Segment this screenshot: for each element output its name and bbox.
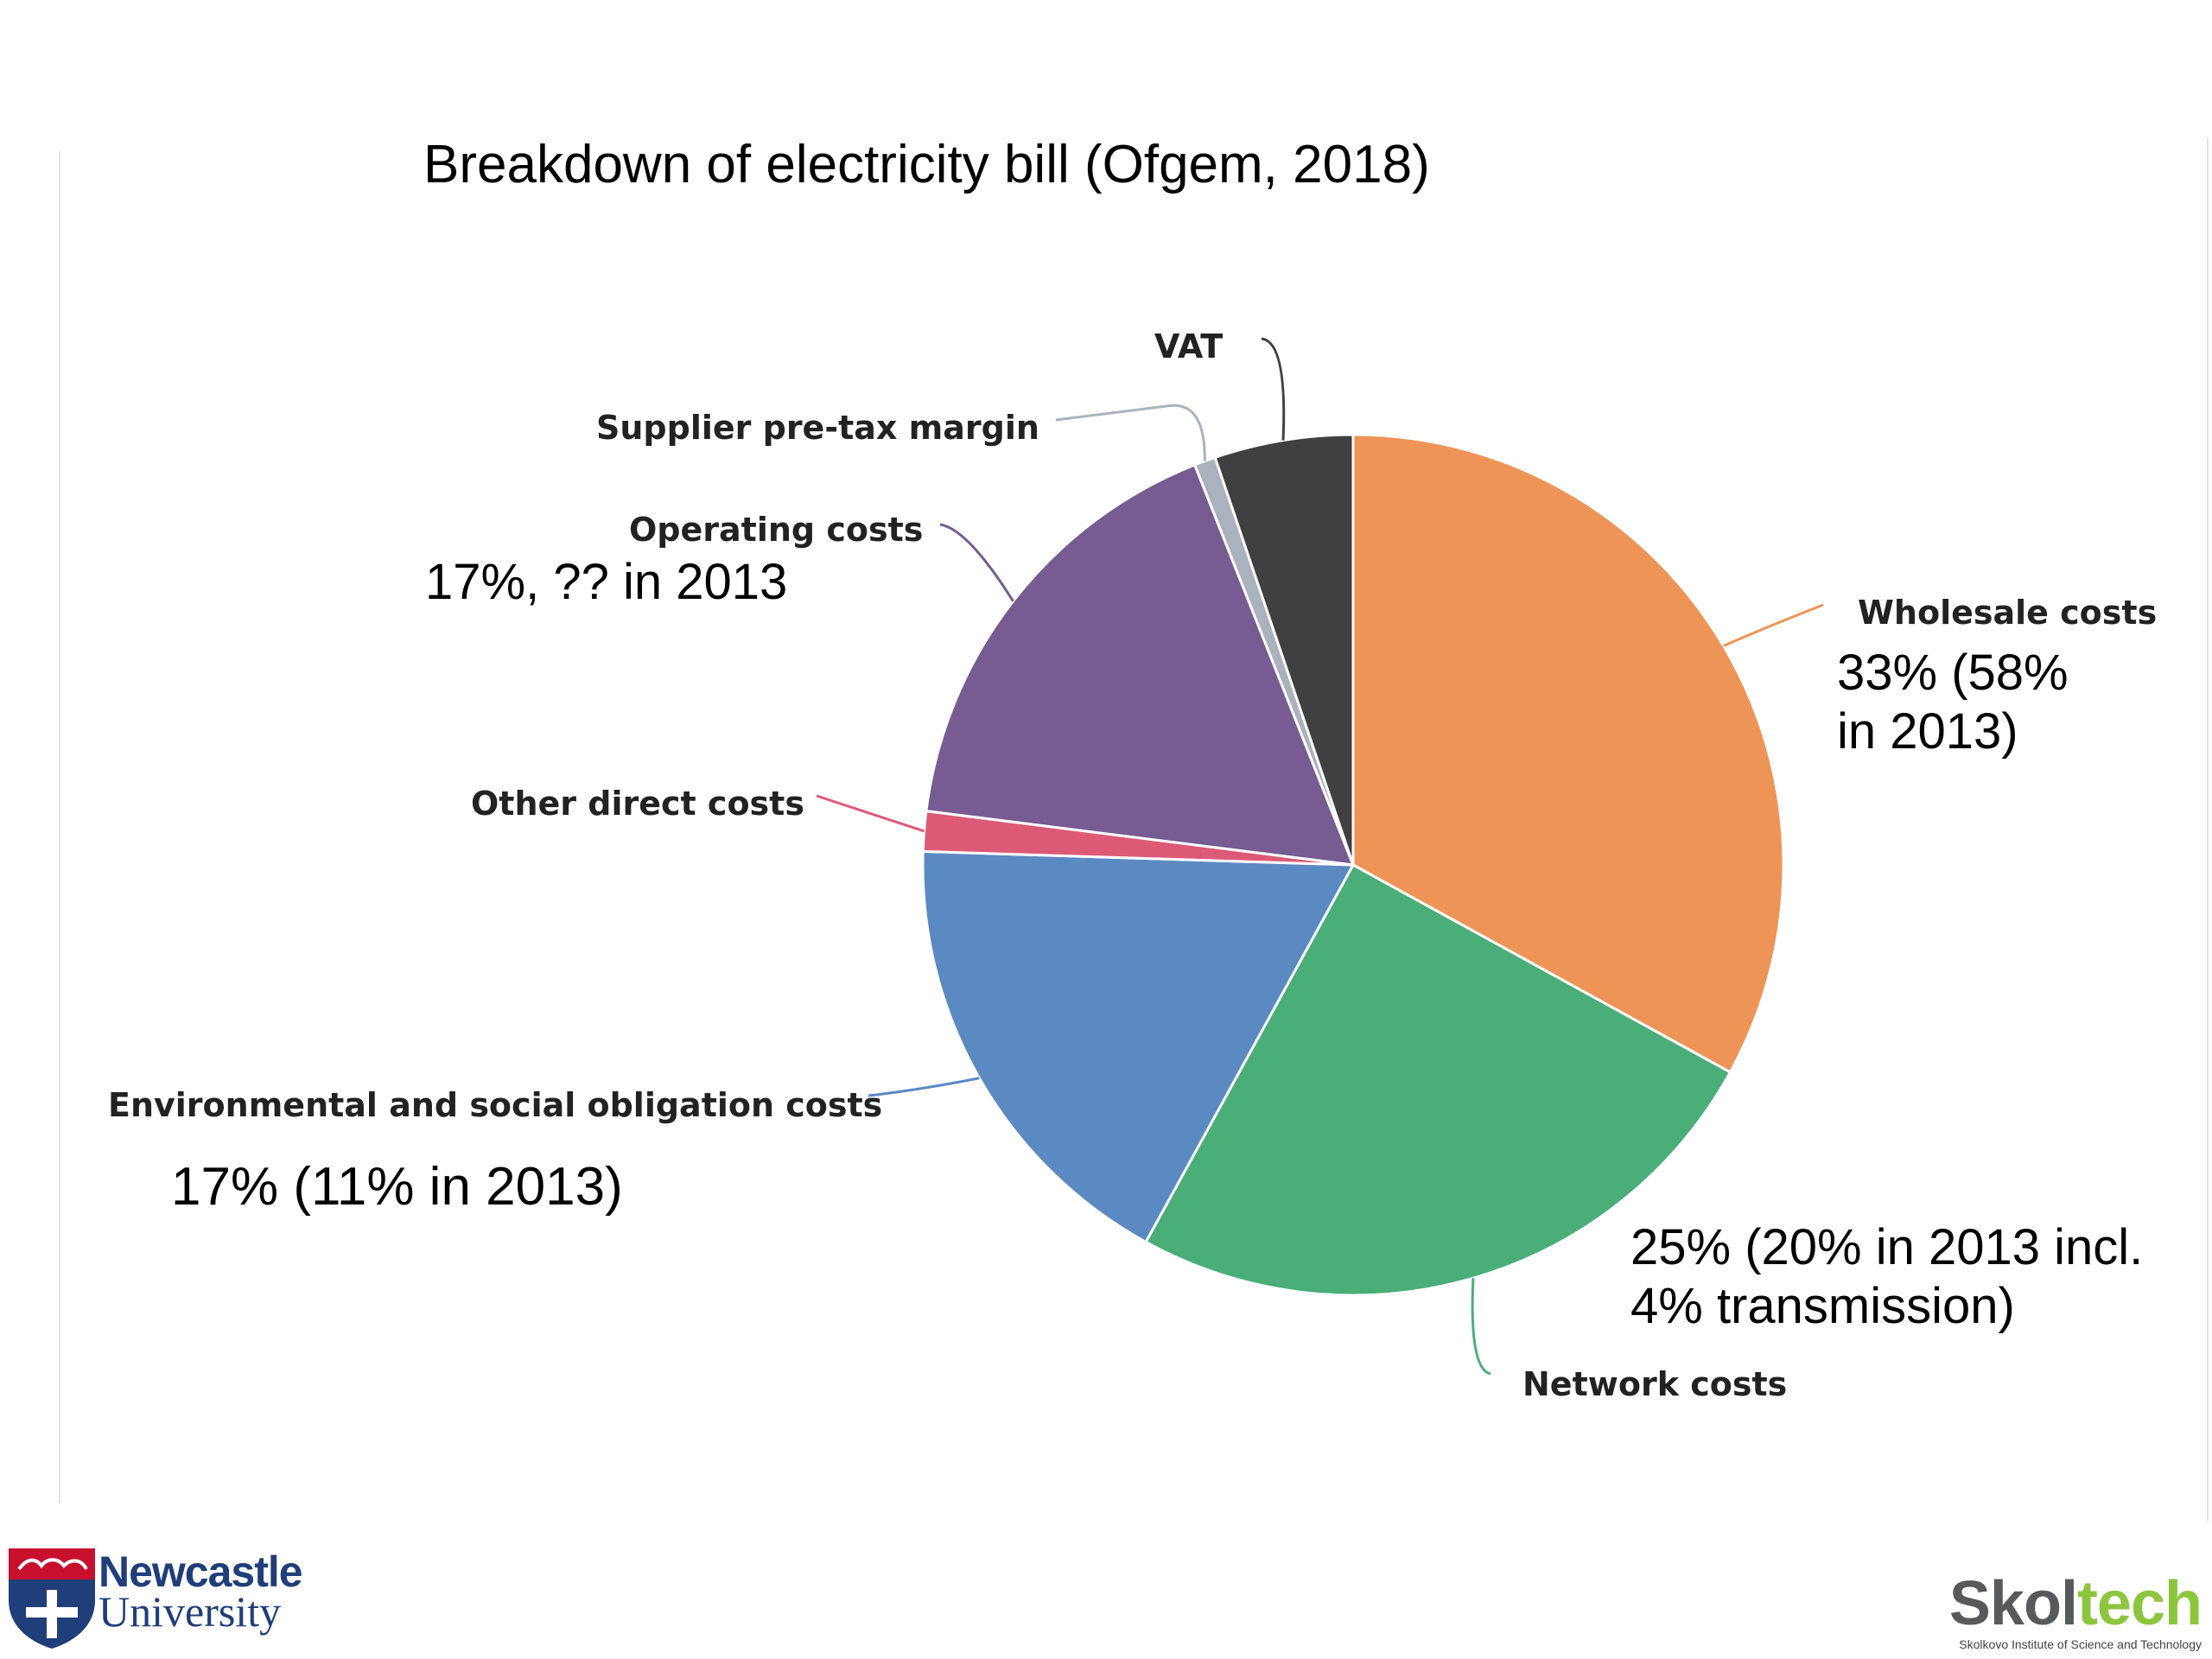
skoltech-wordmark: Skoltech — [1949, 1568, 2202, 1639]
university-shield-icon — [9, 1548, 95, 1649]
label-environmental-and-social-obligation-costs: Environmental and social obligation cost… — [108, 1086, 882, 1124]
skoltech-tagline: Skolkovo Institute of Science and Techno… — [1959, 1637, 2202, 1651]
newcastle-university-logo: Newcastle University — [7, 1547, 335, 1650]
network-note-line-2: 4% transmission) — [1630, 1278, 2015, 1334]
slice-environmental-and-social-obligation-costs — [921, 849, 1356, 1244]
slide-frame-right-border — [2207, 138, 2209, 1521]
leader-other-direct-costs — [816, 794, 925, 833]
university-name-line-2: University — [99, 1587, 282, 1636]
leader-vat — [1261, 337, 1286, 441]
wholesale-note-line-1: 33% (58% — [1837, 645, 2069, 701]
university-name-line-1: Newcastle — [99, 1548, 303, 1596]
wholesale-note: 33% (58% in 2013) — [1837, 644, 2069, 761]
network-note: 25% (20% in 2013 incl. 4% transmission) — [1630, 1218, 2143, 1336]
label-supplier-pre-tax-margin: Supplier pre-tax margin — [596, 409, 1039, 447]
slide-title: Breakdown of electricity bill (Ofgem, 20… — [423, 135, 1430, 194]
label-wholesale-costs: Wholesale costs — [1858, 594, 2157, 632]
network-note-line-1: 25% (20% in 2013 incl. — [1630, 1219, 2144, 1275]
slice-vat — [1213, 433, 1355, 866]
skoltech-wordmark-part-2: tech — [2076, 1569, 2202, 1638]
slice-operating-costs — [925, 463, 1356, 867]
leader-operating-costs — [939, 523, 1014, 602]
leader-network-costs — [1471, 1278, 1491, 1376]
label-network-costs: Network costs — [1522, 1365, 1787, 1403]
slide-frame-left-border — [59, 151, 60, 1503]
leader-environmental-and-social-obligation-costs — [868, 1077, 980, 1097]
slice-network-costs — [1144, 862, 1732, 1297]
pie-slices — [921, 433, 1785, 1297]
label-other-direct-costs: Other direct costs — [471, 785, 804, 823]
leader-lines — [816, 337, 1824, 1376]
wholesale-note-line-2: in 2013) — [1837, 703, 2018, 760]
label-operating-costs: Operating costs — [629, 511, 923, 549]
leader-supplier-pre-tax-margin — [1055, 404, 1206, 461]
skoltech-wordmark-part-1: Skol — [1948, 1569, 2078, 1638]
operating-note: 17%, ?? in 2013 — [425, 554, 788, 610]
skoltech-logo: Skoltech Skolkovo Institute of Science a… — [1944, 1568, 2203, 1655]
slice-wholesale-costs — [1351, 433, 1785, 1074]
leader-wholesale-costs — [1723, 603, 1824, 647]
category-labels: Wholesale costs Network costs Environmenta… — [108, 327, 2157, 1403]
environmental-note: 17% (11% in 2013) — [171, 1157, 623, 1217]
label-vat: VAT — [1154, 327, 1223, 365]
